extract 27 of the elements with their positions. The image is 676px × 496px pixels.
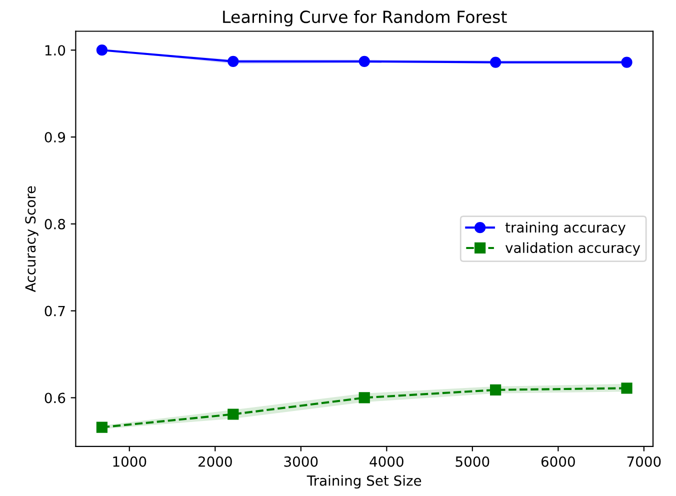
x-tick-label: 4000 [370,456,404,467]
y-tick-label: 0.9 [44,132,66,142]
x-tick-label: 7000 [627,456,661,467]
chart-title: Learning Curve for Random Forest [223,10,507,26]
point [228,408,239,420]
point [490,384,502,396]
y-tick-label: 1.0 [45,45,66,56]
point [490,56,502,68]
point [621,56,632,68]
x-tick-label: 5000 [456,456,490,467]
point [358,392,370,404]
legend-label: validation accuracy [505,242,640,256]
x-tick-label: 6000 [541,456,575,467]
x-tick-label: 2000 [198,456,232,467]
point [96,422,108,433]
point [358,56,370,67]
point [96,44,108,56]
x-tick-label: 3000 [284,456,318,467]
y-tick-label: 0.7 [44,306,65,316]
legend-label: training accuracy [505,222,626,236]
y-axis-title: Accuracy Score [25,186,38,292]
point [228,56,239,67]
point [621,382,632,394]
y-tick-label: 0.8 [44,218,66,230]
y-tick-label: 0.6 [44,392,66,404]
x-tick-label: 1000 [113,456,146,467]
x-axis-title: Training Set Size [306,475,422,489]
